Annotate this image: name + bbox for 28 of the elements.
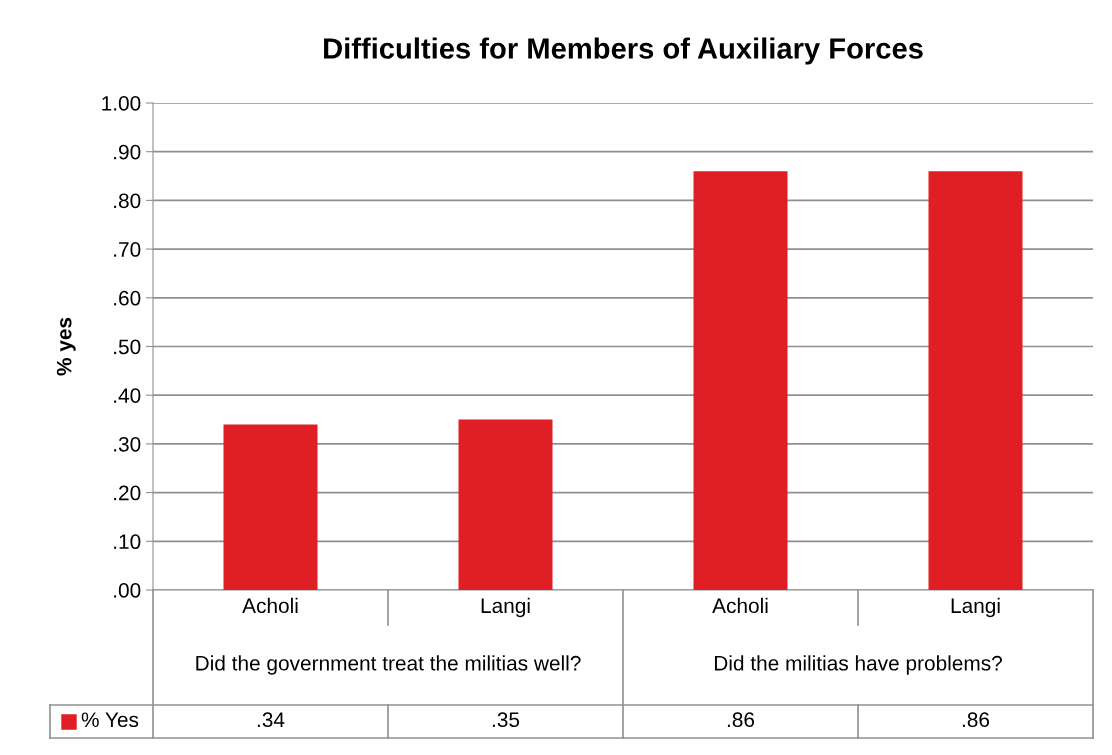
y-tick-label: .80: [114, 193, 141, 209]
bar: [458, 419, 553, 590]
y-tick-label: .40: [114, 388, 141, 403]
x-tick-label: Langi: [481, 597, 530, 618]
x-tick-label: Acholi: [242, 597, 298, 614]
chart-title: Difficulties for Members of Auxiliary Forces: [324, 37, 923, 65]
y-tick-label: 1.00: [102, 96, 141, 111]
bar: [693, 171, 788, 590]
data-label: .86: [727, 712, 755, 728]
text: Did the militias have problems?: [714, 655, 1002, 675]
x-tick-label: Acholi: [712, 597, 768, 614]
legend-label: % Yes: [81, 712, 139, 728]
data-label: .86: [962, 712, 990, 728]
y-tick-label: .30: [114, 436, 141, 452]
bar: [223, 424, 318, 590]
data-label: .35: [492, 712, 520, 728]
y-tick-label: .20: [114, 485, 141, 501]
data-label: .34: [257, 712, 285, 728]
text: Did the government treat the militias well?: [196, 655, 581, 675]
y-tick-label: .70: [114, 242, 141, 257]
y-tick-label: .10: [114, 534, 141, 550]
y-tick-label: .50: [114, 339, 141, 355]
y-tick-label: .90: [114, 144, 141, 160]
bar: [928, 171, 1023, 590]
x-tick-label: Langi: [951, 597, 1000, 618]
y-axis-title: % yes: [56, 317, 76, 376]
y-tick-label: .00: [114, 583, 141, 598]
y-tick-label: .60: [114, 290, 141, 306]
